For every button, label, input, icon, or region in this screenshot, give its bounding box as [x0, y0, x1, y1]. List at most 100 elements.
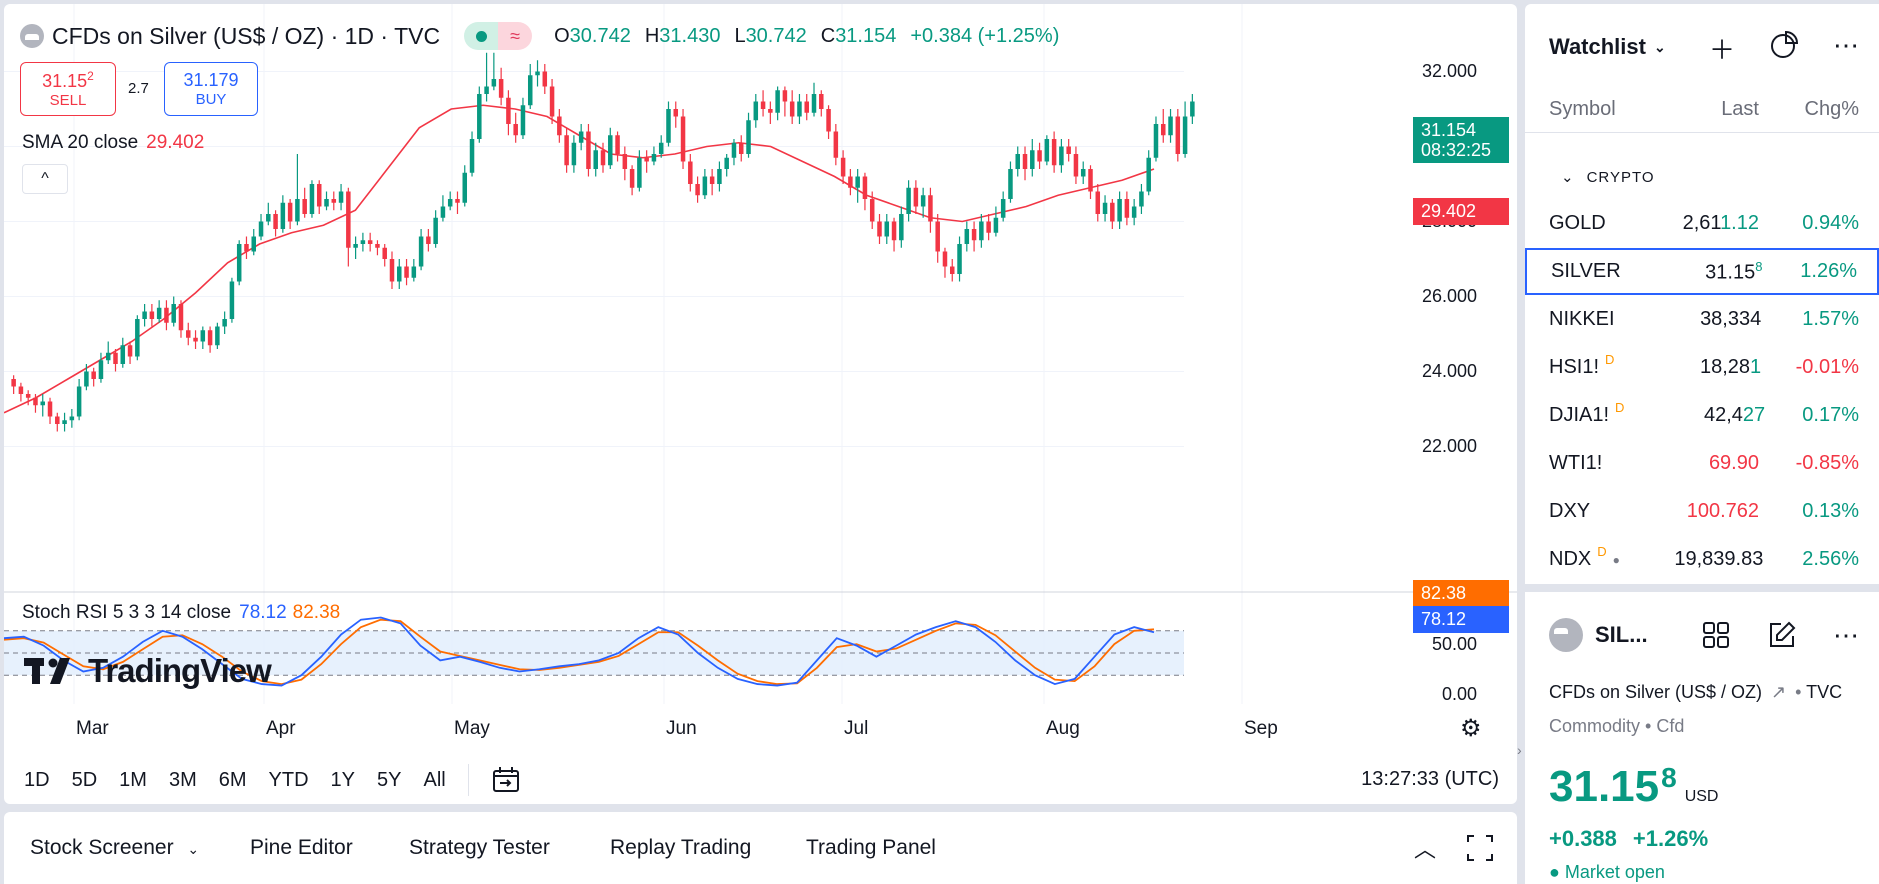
col-last[interactable]: Last — [1721, 98, 1759, 120]
symbol-legend[interactable]: CFDs on Silver (US$ / OZ) · 1D · TVC ≈ O… — [20, 22, 1059, 50]
candle-body — [869, 199, 875, 222]
pie-chart-icon[interactable] — [1769, 30, 1799, 60]
watchlist-row-wti1[interactable]: WTI1! 69.90 -0.85% — [1525, 440, 1879, 487]
candle-body — [382, 247, 387, 259]
chevron-up-icon[interactable]: ︿ — [1414, 837, 1437, 862]
watchlist-row-silver[interactable]: SILVER 31.158 1.26% — [1525, 248, 1879, 295]
watchlist-last: 2,611.12 — [1682, 212, 1759, 234]
candle-body — [527, 75, 533, 106]
stoch-axis-50: 50.00 — [1431, 634, 1477, 654]
market-status-pill[interactable]: ≈ — [464, 22, 533, 50]
market-open-dot-icon — [464, 22, 499, 50]
candle-body — [295, 199, 300, 222]
candle-body — [98, 360, 104, 379]
watchlist-title[interactable]: Watchlist ⌄ — [1549, 34, 1666, 59]
candle-body — [877, 221, 882, 237]
range-1d-button[interactable]: 1D — [24, 768, 50, 791]
range-3m-button[interactable]: 3M — [168, 768, 197, 791]
tab-stock-screener[interactable]: Stock Screener ⌄ — [30, 836, 200, 859]
range-all-button[interactable]: All — [423, 768, 446, 791]
col-chg[interactable]: Chg% — [1804, 98, 1859, 120]
market-open-dot-icon: ● — [1549, 862, 1560, 882]
tab-replay-trading[interactable]: Replay Trading — [610, 836, 752, 859]
candle-body — [586, 131, 591, 169]
candle-body — [775, 90, 780, 113]
watchlist-row-ndx[interactable]: NDX D ● 19,839.83 2.56% — [1525, 536, 1879, 583]
low-value: 30.742 — [745, 24, 807, 47]
tab-pine-editor[interactable]: Pine Editor — [250, 836, 353, 859]
watchlist-chg: 1.26% — [1800, 260, 1857, 282]
range-1y-button[interactable]: 1Y — [330, 768, 356, 791]
candle-body — [753, 101, 759, 121]
more-icon[interactable]: ⋯ — [1833, 620, 1859, 650]
delayed-badge: D — [1615, 400, 1625, 415]
candle-body — [811, 94, 817, 113]
silver-symbol-icon — [20, 24, 44, 48]
detail-header[interactable]: SIL... — [1549, 618, 1648, 652]
candle-body — [33, 397, 38, 406]
candle-body — [608, 135, 613, 166]
grid-icon[interactable] — [1701, 620, 1731, 650]
watchlist-row-hsi1[interactable]: HSI1! D 18,281 -0.01% — [1525, 344, 1879, 391]
detail-full-name[interactable]: CFDs on Silver (US$ / OZ) ↗ • TVC — [1549, 682, 1843, 702]
external-link-icon[interactable]: ↗ — [1771, 682, 1787, 702]
time-axis-jul: Jul — [844, 718, 869, 739]
calendar-goto-icon[interactable] — [491, 765, 521, 795]
candle-body — [1073, 154, 1079, 177]
candle-body — [1030, 150, 1035, 169]
symbol-title[interactable]: CFDs on Silver (US$ / OZ) · 1D · TVC — [52, 22, 441, 49]
candle-body — [789, 101, 795, 117]
chart-panel[interactable]: CFDs on Silver (US$ / OZ) · 1D · TVC ≈ O… — [4, 4, 1517, 804]
candle-body — [1182, 116, 1188, 154]
delayed-badge: D — [1605, 352, 1615, 367]
sell-button[interactable]: 31.152 SELL — [20, 62, 116, 116]
time-axis-jun: Jun — [666, 718, 697, 739]
candle-body — [1095, 191, 1101, 214]
candle-body — [62, 420, 67, 424]
candle-body — [411, 266, 417, 278]
plus-icon[interactable]: ＋ — [1708, 35, 1735, 65]
range-1m-button[interactable]: 1M — [119, 768, 147, 791]
utc-clock[interactable]: 13:27:33 (UTC) — [1361, 768, 1499, 790]
range-6m-button[interactable]: 6M — [218, 768, 247, 791]
candle-body — [702, 176, 708, 196]
watchlist-row-djia1[interactable]: DJIA1! D 42,427 0.17% — [1525, 392, 1879, 439]
tab-strategy-tester[interactable]: Strategy Tester — [409, 836, 550, 859]
watchlist-row-dxy[interactable]: DXY 100.762 0.13% — [1525, 488, 1879, 535]
candle-body — [1161, 124, 1166, 136]
candle-body — [520, 105, 526, 136]
watchlist-row-gold[interactable]: GOLD 2,611.12 0.94% — [1525, 200, 1879, 247]
tab-trading-panel[interactable]: Trading Panel — [806, 836, 936, 859]
edit-icon[interactable] — [1767, 620, 1797, 650]
sidebar-toggle-handle[interactable]: › — [1517, 742, 1522, 758]
candle-body — [557, 116, 562, 136]
candle-body — [782, 90, 788, 102]
range-5y-button[interactable]: 5Y — [377, 768, 402, 791]
settings-icon[interactable]: ⚙ — [1460, 715, 1482, 742]
collapse-legend-button[interactable]: ^ — [22, 164, 68, 194]
more-icon[interactable]: ⋯ — [1833, 30, 1859, 60]
candle-body — [11, 379, 16, 387]
candle-body — [280, 202, 286, 229]
candle-body — [498, 79, 504, 98]
candle-body — [1088, 169, 1093, 192]
watchlist-row-nikkei[interactable]: NIKKEI 38,334 1.57% — [1525, 296, 1879, 343]
candle-body — [695, 184, 700, 196]
sma-legend[interactable]: SMA 20 close 29.402 — [22, 132, 205, 153]
range-5d-button[interactable]: 5D — [71, 768, 98, 791]
col-symbol[interactable]: Symbol — [1549, 98, 1616, 120]
maximize-icon[interactable] — [1466, 834, 1494, 862]
candle-body — [1117, 199, 1122, 222]
candle-body — [928, 195, 933, 222]
watchlist-group-crypto[interactable]: ⌄ CRYPTO — [1561, 169, 1655, 186]
candle-body — [884, 221, 890, 237]
candle-body — [324, 199, 329, 207]
buy-button[interactable]: 31.179 BUY — [164, 62, 258, 116]
candle-body — [302, 199, 307, 214]
stoch-rsi-legend[interactable]: Stoch RSI 5 3 3 14 close 78.12 82.38 — [22, 602, 341, 623]
stoch-axis-0: 0.00 — [1441, 684, 1477, 704]
date-range-bar[interactable]: 1D 5D 1M 3M 6M YTD 1Y 5Y All — [24, 764, 521, 796]
range-ytd-button[interactable]: YTD — [268, 768, 309, 791]
candle-body — [164, 307, 169, 323]
candle-body — [746, 120, 751, 154]
